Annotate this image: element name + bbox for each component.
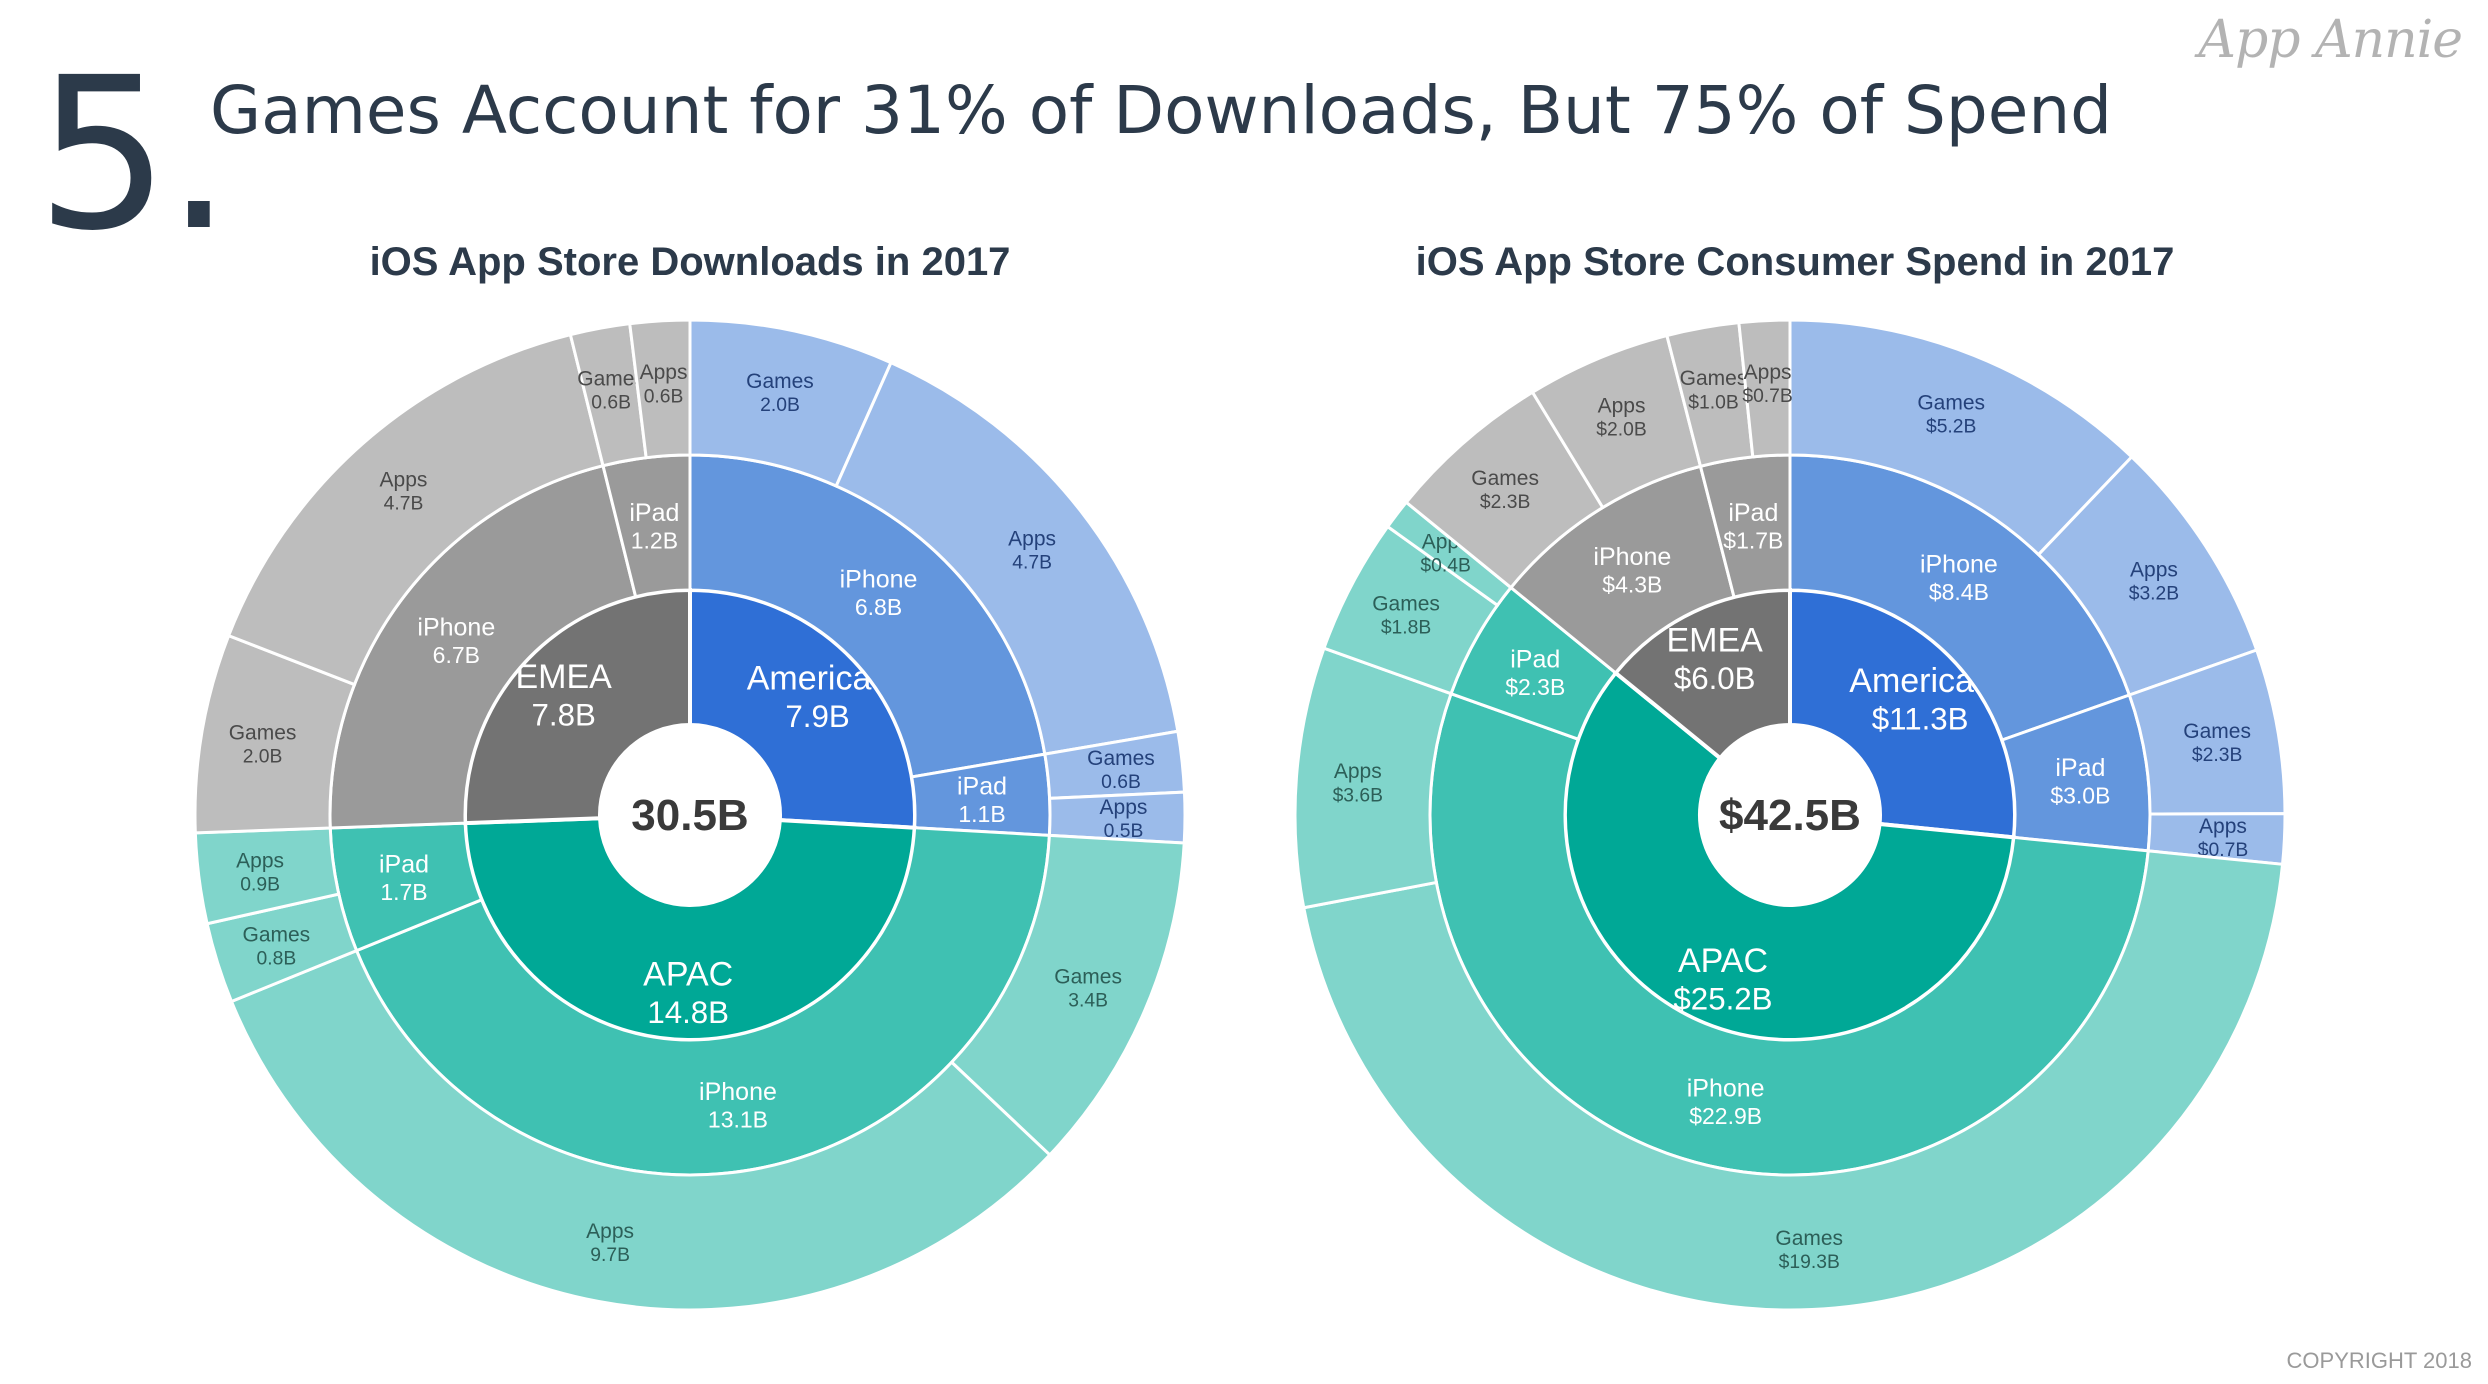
downloads-apac-iphone-games-label-name: Games (1054, 965, 1122, 988)
spend-region-apac-label-value: $25.2B (1673, 982, 1772, 1017)
downloads-americas-ipad-label-value: 1.1B (958, 801, 1005, 827)
downloads-americas-iphone-label-name: iPhone (840, 566, 918, 594)
spend-emea-ipad-games-label-name: Games (1680, 367, 1748, 390)
spend-sunburst: Americas$11.3BiPhone$8.4BGames$5.2BApps$… (1293, 318, 2287, 1312)
spend-apac-iphone-label-value: $22.9B (1689, 1103, 1762, 1129)
downloads-sunburst: Americas7.9BiPhone6.8BGames2.0BApps4.7Bi… (193, 318, 1187, 1312)
downloads-emea-ipad-apps-label-name: Apps (640, 361, 688, 384)
downloads-apac-ipad-games-label-name: Games (243, 924, 311, 947)
spend-apac-iphone-games-label-name: Games (1775, 1227, 1843, 1250)
spend-emea-ipad-apps-slice (1737, 318, 1792, 459)
spend-chart-title: iOS App Store Consumer Spend in 2017 (1415, 240, 2175, 284)
spend-emea-ipad-apps-label-name: Apps (1744, 361, 1792, 384)
spend-americas-ipad-games-label-name: Games (2183, 720, 2251, 743)
downloads-emea-iphone-apps-label-value: 4.7B (384, 494, 424, 515)
downloads-region-emea-label-name: EMEA (516, 658, 613, 696)
spend-region-apac-label-name: APAC (1678, 942, 1768, 980)
downloads-region-apac-label-name: APAC (643, 955, 733, 993)
downloads-americas-ipad-label-name: iPad (957, 773, 1007, 801)
downloads-americas-iphone-apps-label-value: 4.7B (1012, 553, 1052, 574)
downloads-emea-iphone-apps-label-name: Apps (380, 469, 428, 492)
downloads-emea-ipad-games-label-value: 0.6B (591, 393, 631, 414)
downloads-region-americas-label-value: 7.9B (785, 699, 849, 734)
spend-emea-ipad-label-value: $1.7B (1723, 528, 1783, 554)
downloads-chart-title: iOS App Store Downloads in 2017 (369, 240, 1011, 284)
spend-emea-ipad-label-name: iPad (1728, 499, 1778, 527)
spend-emea-iphone-label-value: $4.3B (1602, 571, 1662, 597)
downloads-apac-ipad-apps-label-value: 0.9B (240, 875, 280, 896)
downloads-apac-iphone-label-name: iPhone (699, 1078, 777, 1106)
downloads-apac-iphone-apps-label-name: Apps (586, 1220, 634, 1243)
downloads-emea-ipad-apps-label-value: 0.6B (644, 386, 684, 407)
downloads-center-hole (600, 725, 780, 905)
spend-emea-ipad-games-label-value: $1.0B (1688, 392, 1738, 413)
spend-apac-iphone-games-label-value: $19.3B (1779, 1252, 1840, 1273)
spend-apac-ipad-label-value: $2.3B (1505, 674, 1565, 700)
downloads-total-label: 30.5B (631, 791, 748, 840)
downloads-americas-iphone-games-label-name: Games (746, 370, 814, 393)
downloads-americas-ipad-apps-label-value: 0.5B (1104, 821, 1144, 842)
spend-apac-iphone-label-name: iPhone (1687, 1075, 1765, 1103)
downloads-apac-iphone-games-label-value: 3.4B (1068, 990, 1108, 1011)
downloads-apac-ipad-label-value: 1.7B (380, 879, 427, 905)
downloads-americas-ipad-apps-label-name: Apps (1100, 796, 1148, 819)
downloads-apac-ipad-label-name: iPad (379, 851, 429, 879)
downloads-emea-iphone-label-name: iPhone (417, 613, 495, 641)
spend-apac-ipad-games-label-value: $1.8B (1381, 618, 1431, 639)
downloads-apac-iphone-apps-slice (229, 948, 1052, 1312)
downloads-apac-ipad-apps-label-name: Apps (236, 850, 284, 873)
spend-apac-ipad-label-name: iPad (1510, 646, 1560, 674)
spend-americas-ipad-label-value: $3.0B (2050, 783, 2110, 809)
downloads-emea-iphone-label-value: 6.7B (433, 642, 480, 668)
spend-apac-ipad-games-label-name: Games (1372, 593, 1440, 616)
downloads-emea-ipad-apps-slice (628, 318, 692, 460)
downloads-emea-iphone-games-label-value: 2.0B (243, 747, 283, 768)
downloads-region-emea-label-value: 7.8B (532, 697, 596, 732)
spend-americas-iphone-label-name: iPhone (1920, 550, 1998, 578)
spend-emea-ipad-apps-label-value: $0.7B (1742, 386, 1792, 407)
downloads-americas-iphone-label-value: 6.8B (855, 594, 902, 620)
spend-apac-iphone-apps-label-value: $3.6B (1333, 785, 1383, 806)
spend-region-emea-label-value: $6.0B (1674, 661, 1756, 696)
downloads-americas-ipad-games-label-name: Games (1087, 747, 1155, 770)
downloads-emea-ipad-label-value: 1.2B (631, 527, 678, 553)
spend-americas-iphone-apps-label-value: $3.2B (2129, 583, 2179, 604)
downloads-americas-iphone-apps-label-name: Apps (1008, 528, 1056, 551)
spend-emea-iphone-apps-label-value: $2.0B (1596, 420, 1646, 441)
slide-title: Games Account for 31% of Downloads, But … (210, 72, 2113, 149)
spend-emea-iphone-apps-label-name: Apps (1598, 394, 1646, 417)
spend-region-emea-label-name: EMEA (1667, 621, 1764, 659)
spend-apac-ipad-apps-label-value: $0.4B (1420, 556, 1470, 577)
spend-emea-iphone-games-label-value: $2.3B (1480, 492, 1530, 513)
spend-apac-iphone-apps-label-name: Apps (1334, 760, 1382, 783)
spend-americas-iphone-games-label-name: Games (1917, 391, 1985, 414)
brand-logo: App Annie (2198, 10, 2463, 70)
downloads-americas-iphone-games-label-value: 2.0B (760, 395, 800, 416)
spend-emea-iphone-label-name: iPhone (1593, 543, 1671, 571)
downloads-apac-iphone-apps-label-value: 9.7B (590, 1245, 630, 1266)
downloads-emea-iphone-games-label-name: Games (229, 722, 297, 745)
spend-americas-ipad-label-name: iPad (2055, 754, 2105, 782)
spend-apac-iphone-games-slice (1302, 849, 2285, 1312)
spend-center-hole (1700, 725, 1880, 905)
spend-total-label: $42.5B (1719, 791, 1861, 840)
spend-region-americas-label-value: $11.3B (1872, 702, 1969, 737)
spend-americas-ipad-games-label-value: $2.3B (2192, 745, 2242, 766)
downloads-emea-ipad-label-name: iPad (629, 499, 679, 527)
spend-emea-iphone-games-label-name: Games (1471, 467, 1539, 490)
downloads-apac-iphone-label-value: 13.1B (708, 1106, 768, 1132)
spend-americas-iphone-label-value: $8.4B (1929, 579, 1989, 605)
spend-americas-ipad-apps-label-name: Apps (2199, 815, 2247, 838)
spend-americas-iphone-games-label-value: $5.2B (1926, 417, 1976, 438)
downloads-americas-ipad-games-label-value: 0.6B (1101, 772, 1141, 793)
slide-number: 5. (36, 32, 232, 277)
downloads-apac-ipad-games-label-value: 0.8B (256, 949, 296, 970)
downloads-emea-ipad-games-label-name: Games (577, 368, 645, 391)
spend-americas-iphone-apps-label-name: Apps (2130, 558, 2178, 581)
copyright-text: COPYRIGHT 2018 (2286, 1348, 2472, 1373)
downloads-region-apac-label-value: 14.8B (647, 995, 729, 1030)
